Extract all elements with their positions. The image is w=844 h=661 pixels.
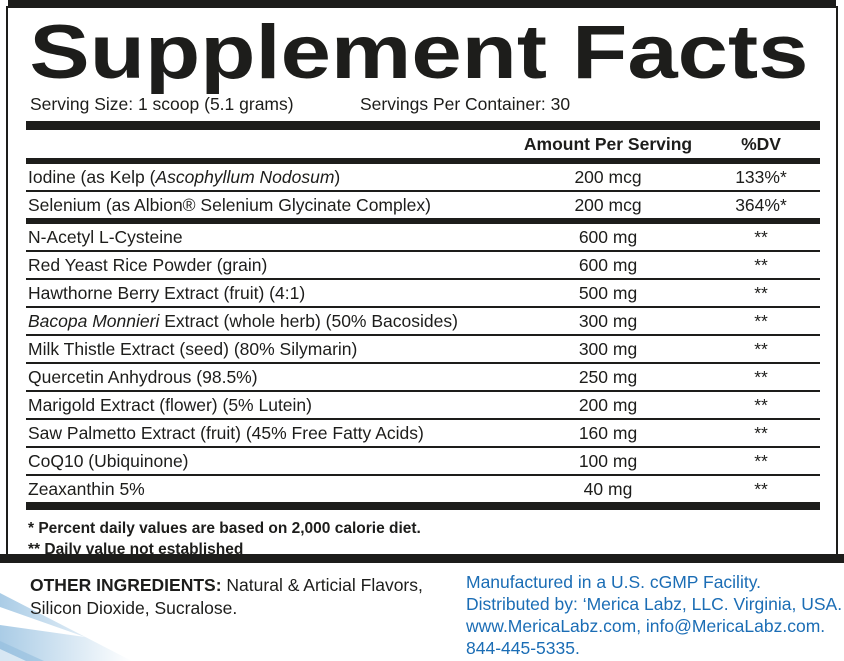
- amount-per-serving: 250 mg: [578, 367, 638, 387]
- table-row: Milk Thistle Extract (seed) (80% Silymar…: [8, 336, 836, 362]
- footnote-not-established: ** Daily value not established: [28, 541, 244, 558]
- daily-value: 364%*: [735, 195, 787, 215]
- serving-size: Serving Size: 1 scoop (5.1 grams): [30, 94, 294, 114]
- row-divider: [26, 446, 820, 448]
- row-divider: [26, 390, 820, 392]
- row-divider: [26, 306, 820, 308]
- amount-per-serving: 200 mcg: [574, 195, 642, 215]
- amount-per-serving: 100 mg: [578, 451, 638, 471]
- daily-value: **: [754, 339, 768, 359]
- manufacturer-line-phone: 844-445-5335.: [466, 638, 580, 658]
- ingredient-name: Marigold Extract (flower) (5% Lutein): [28, 395, 312, 415]
- manufacturer-info: Manufactured in a U.S. cGMP Facility. Di…: [466, 571, 844, 659]
- table-row: Quercetin Anhydrous (98.5%) 250 mg **: [8, 364, 836, 390]
- row-divider: [26, 418, 820, 420]
- ingredient-name: Hawthorne Berry Extract (fruit) (4:1): [28, 283, 306, 303]
- supplement-facts-panel: Supplement Facts Serving Size: 1 scoop (…: [6, 6, 838, 558]
- section-divider: [26, 218, 820, 224]
- row-divider: [26, 278, 820, 280]
- row-divider: [26, 250, 820, 252]
- amount-per-serving: 160 mg: [578, 423, 638, 443]
- table-row: Zeaxanthin 5% 40 mg **: [8, 476, 836, 502]
- ingredient-name: CoQ10 (Ubiquinone): [28, 451, 189, 471]
- serving-info: Serving Size: 1 scoop (5.1 grams) Servin…: [8, 92, 836, 118]
- manufacturer-line-distributor: Distributed by: ‘Merica Labz, LLC. Virgi…: [466, 594, 843, 614]
- manufacturer-line-facility: Manufactured in a U.S. cGMP Facility.: [466, 572, 762, 592]
- table-row: Bacopa Monnieri Extract (whole herb) (50…: [8, 308, 836, 334]
- amount-per-serving: 600 mg: [578, 255, 638, 275]
- amount-per-serving: 500 mg: [578, 283, 638, 303]
- amount-per-serving: 40 mg: [583, 479, 633, 499]
- table-row: Red Yeast Rice Powder (grain) 600 mg **: [8, 252, 836, 278]
- divider-thick-bottom: [26, 502, 820, 510]
- row-divider: [26, 474, 820, 476]
- row-divider: [26, 362, 820, 364]
- panel-bottom-bar: [0, 554, 844, 563]
- other-ingredients: OTHER INGREDIENTS: Natural & Articial Fl…: [30, 574, 438, 620]
- daily-value: **: [754, 479, 768, 499]
- ingredient-name: Zeaxanthin 5%: [28, 479, 145, 499]
- ingredient-name: Iodine (as Kelp (Ascophyllum Nodosum): [28, 167, 341, 187]
- flag-corner-graphic: [0, 593, 132, 661]
- ingredient-name: Bacopa Monnieri Extract (whole herb) (50…: [28, 311, 458, 331]
- other-ingredients-text: Natural & Articial Flavors, Silicon Diox…: [30, 575, 423, 618]
- divider-header: [26, 158, 820, 164]
- column-header-amount: Amount Per Serving: [523, 134, 693, 154]
- ingredient-name: Red Yeast Rice Powder (grain): [28, 255, 268, 275]
- daily-value: **: [754, 283, 768, 303]
- amount-per-serving: 600 mg: [578, 227, 638, 247]
- ingredient-rows: Iodine (as Kelp (Ascophyllum Nodosum) 200…: [8, 164, 836, 502]
- row-divider: [26, 334, 820, 336]
- amount-per-serving: 200 mg: [578, 395, 638, 415]
- footnotes: * Percent daily values are based on 2,00…: [8, 510, 836, 560]
- amount-per-serving: 300 mg: [578, 339, 638, 359]
- daily-value: **: [754, 367, 768, 387]
- table-row: Iodine (as Kelp (Ascophyllum Nodosum) 200…: [8, 164, 836, 190]
- amount-per-serving: 300 mg: [578, 311, 638, 331]
- servings-per-container: Servings Per Container: 30: [360, 94, 571, 114]
- ingredient-name: Quercetin Anhydrous (98.5%): [28, 367, 258, 387]
- panel-title: Supplement Facts: [29, 10, 809, 95]
- daily-value: **: [754, 227, 768, 247]
- amount-per-serving: 200 mcg: [574, 167, 642, 187]
- daily-value: **: [754, 423, 768, 443]
- table-row: N-Acetyl L-Cysteine 600 mg **: [8, 224, 836, 250]
- manufacturer-line-contact: www.MericaLabz.com, info@MericaLabz.com.: [466, 616, 826, 636]
- table-row: Saw Palmetto Extract (fruit) (45% Free F…: [8, 420, 836, 446]
- column-header-dv: %DV: [741, 134, 781, 154]
- ingredient-name: N-Acetyl L-Cysteine: [28, 227, 183, 247]
- ingredient-name: Milk Thistle Extract (seed) (80% Silymar…: [28, 339, 358, 359]
- ingredient-name: Selenium (as Albion® Selenium Glycinate …: [28, 195, 431, 215]
- divider-thick-top: [26, 121, 820, 130]
- table-row: Selenium (as Albion® Selenium Glycinate …: [8, 192, 836, 218]
- table-row: CoQ10 (Ubiquinone) 100 mg **: [8, 448, 836, 474]
- daily-value: **: [754, 451, 768, 471]
- daily-value: **: [754, 255, 768, 275]
- daily-value: 133%*: [735, 167, 787, 187]
- row-divider: [26, 190, 820, 192]
- footnote-daily-values: * Percent daily values are based on 2,00…: [28, 520, 421, 537]
- daily-value: **: [754, 311, 768, 331]
- daily-value: **: [754, 395, 768, 415]
- ingredient-name: Saw Palmetto Extract (fruit) (45% Free F…: [28, 423, 424, 443]
- table-row: Hawthorne Berry Extract (fruit) (4:1) 500…: [8, 280, 836, 306]
- top-divider-bar: [8, 0, 836, 6]
- table-header: Amount Per Serving %DV: [8, 130, 836, 158]
- table-row: Marigold Extract (flower) (5% Lutein) 200…: [8, 392, 836, 418]
- other-ingredients-label: OTHER INGREDIENTS:: [30, 575, 222, 595]
